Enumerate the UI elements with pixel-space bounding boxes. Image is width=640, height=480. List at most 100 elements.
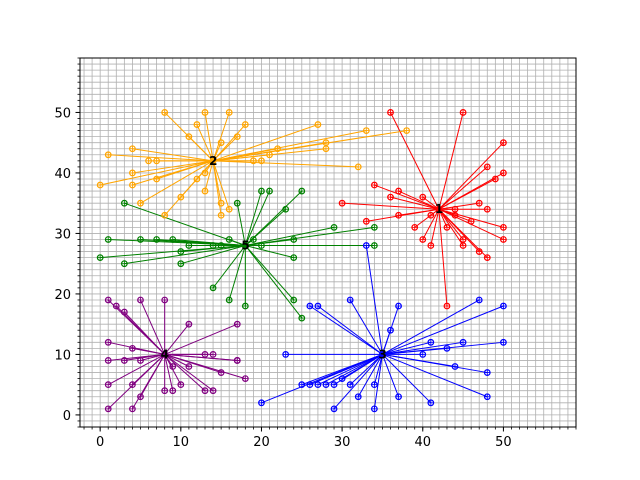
cluster-centers: 1 2 3 4 5 [161, 154, 444, 362]
y-tick-label: 30 [54, 227, 71, 242]
edge-cluster-5 [244, 245, 303, 319]
y-tick-label: 40 [54, 167, 71, 182]
edge-cluster-1 [438, 142, 504, 210]
edge-cluster-2 [212, 160, 230, 210]
edge-cluster-5 [245, 245, 294, 259]
edge-cluster-1 [438, 208, 464, 240]
data-points [96, 109, 507, 413]
edge-cluster-1 [438, 166, 488, 210]
edge-cluster-3 [309, 305, 383, 355]
edge-cluster-1 [438, 209, 448, 307]
edge-cluster-3 [382, 305, 504, 355]
edge-cluster-2 [212, 148, 278, 162]
edge-cluster-1 [398, 208, 439, 216]
cluster-label-5: 5 [241, 239, 249, 253]
edge-cluster-1 [438, 208, 464, 246]
edge-cluster-2 [212, 124, 319, 162]
edge-cluster-4 [124, 353, 165, 361]
edge-cluster-4 [164, 353, 190, 367]
edge-cluster-2 [132, 160, 214, 186]
edge-cluster-2 [188, 136, 214, 162]
edge-cluster-4 [123, 311, 166, 355]
cluster-center-1 [435, 205, 443, 213]
edge-cluster-3 [325, 353, 383, 386]
edge-cluster-1 [390, 196, 440, 210]
edge-cluster-1 [342, 202, 439, 210]
edge-cluster-1 [390, 112, 440, 210]
axes: 0 10 20 30 40 50 0 10 20 30 40 50 [54, 57, 577, 450]
edge-cluster-1 [430, 209, 440, 246]
edge-cluster-3 [381, 330, 391, 355]
edge-cluster-2 [204, 112, 214, 161]
edge-cluster-3 [317, 353, 383, 386]
y-tick-label: 0 [63, 409, 71, 424]
edge-cluster-3 [317, 305, 383, 355]
edge-cluster-1 [374, 184, 440, 210]
edge-cluster-3 [357, 354, 383, 398]
cluster-label-2: 2 [209, 154, 217, 168]
edge-cluster-2 [196, 124, 214, 162]
edge-cluster-5 [244, 245, 295, 301]
cluster-center-5 [241, 242, 249, 250]
edge-cluster-5 [124, 245, 246, 265]
edge-cluster-5 [124, 202, 246, 246]
edge-cluster-1 [422, 208, 440, 240]
cluster-label-1: 1 [435, 202, 443, 216]
edge-cluster-3 [382, 341, 431, 355]
edge-cluster-3 [333, 354, 383, 410]
edge-cluster-1 [398, 190, 440, 210]
edge-cluster-2 [212, 136, 238, 162]
edge-cluster-5 [244, 190, 262, 246]
edge-cluster-1 [438, 202, 480, 210]
edge-cluster-4 [107, 354, 166, 410]
edge-cluster-2 [100, 160, 214, 186]
edge-cluster-5 [245, 226, 335, 247]
cluster-edges [100, 112, 504, 410]
cluster-label-3: 3 [378, 347, 386, 361]
edge-cluster-3 [382, 299, 480, 355]
edge-cluster-4 [164, 353, 238, 361]
x-tick-label: 40 [414, 435, 431, 450]
edge-cluster-3 [373, 354, 383, 409]
edge-cluster-2 [213, 160, 359, 168]
edge-cluster-4 [164, 354, 206, 392]
edge-cluster-3 [382, 341, 504, 355]
y-tick-label: 10 [54, 348, 71, 363]
edge-cluster-2 [204, 160, 214, 192]
edge-cluster-3 [349, 299, 383, 355]
edge-cluster-4 [132, 347, 165, 355]
edge-cluster-2 [132, 160, 214, 174]
edge-cluster-4 [164, 354, 174, 391]
edge-cluster-4 [164, 354, 214, 392]
edge-cluster-5 [180, 245, 246, 265]
edge-cluster-3 [341, 353, 383, 380]
edge-cluster-3 [381, 354, 400, 397]
edge-cluster-3 [365, 245, 383, 355]
edge-cluster-5 [236, 203, 246, 246]
edge-cluster-4 [164, 323, 190, 355]
cluster-center-4 [161, 350, 169, 358]
plot-frame [79, 57, 577, 428]
y-tick-label: 20 [54, 288, 71, 303]
edge-cluster-3 [349, 354, 383, 386]
edge-cluster-1 [438, 178, 496, 210]
x-tick-label: 0 [96, 435, 104, 450]
edge-cluster-5 [245, 238, 294, 247]
edge-cluster-3 [382, 353, 488, 374]
edge-cluster-4 [164, 353, 246, 380]
cluster-center-2 [209, 157, 217, 165]
edge-cluster-5 [172, 238, 246, 247]
edge-cluster-3 [373, 354, 383, 385]
x-tick-label: 10 [173, 435, 190, 450]
edge-cluster-4 [140, 353, 165, 361]
edge-cluster-3 [382, 353, 488, 398]
x-tick-label: 50 [495, 435, 512, 450]
x-tick-label: 30 [334, 435, 351, 450]
edge-cluster-4 [131, 354, 166, 410]
edge-cluster-5 [212, 245, 246, 289]
edge-cluster-4 [164, 323, 238, 355]
edge-cluster-2 [213, 154, 270, 162]
edge-cluster-4 [107, 353, 165, 386]
cluster-label-4: 4 [161, 347, 169, 361]
